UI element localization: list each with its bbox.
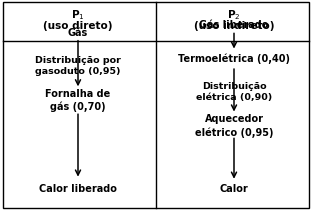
Text: Aquecedor
elétrico (0,95): Aquecedor elétrico (0,95) xyxy=(195,114,273,138)
Text: Distribuição por
gasoduto (0,95): Distribuição por gasoduto (0,95) xyxy=(35,56,121,76)
Text: (uso direto): (uso direto) xyxy=(43,21,113,31)
Text: P$_1$: P$_1$ xyxy=(71,8,85,22)
Text: Gás: Gás xyxy=(68,28,88,38)
Text: Calor liberado: Calor liberado xyxy=(39,184,117,194)
Text: Distribuição
elétrica (0,90): Distribuição elétrica (0,90) xyxy=(196,82,272,102)
Text: P$_2$: P$_2$ xyxy=(227,8,241,22)
Text: Fornalha de
gás (0,70): Fornalha de gás (0,70) xyxy=(45,89,111,112)
Text: Termoelétrica (0,40): Termoelétrica (0,40) xyxy=(178,54,290,64)
Text: (uso indireto): (uso indireto) xyxy=(194,21,274,31)
Text: Gás liberado: Gás liberado xyxy=(199,20,269,30)
Text: Calor: Calor xyxy=(220,184,248,194)
